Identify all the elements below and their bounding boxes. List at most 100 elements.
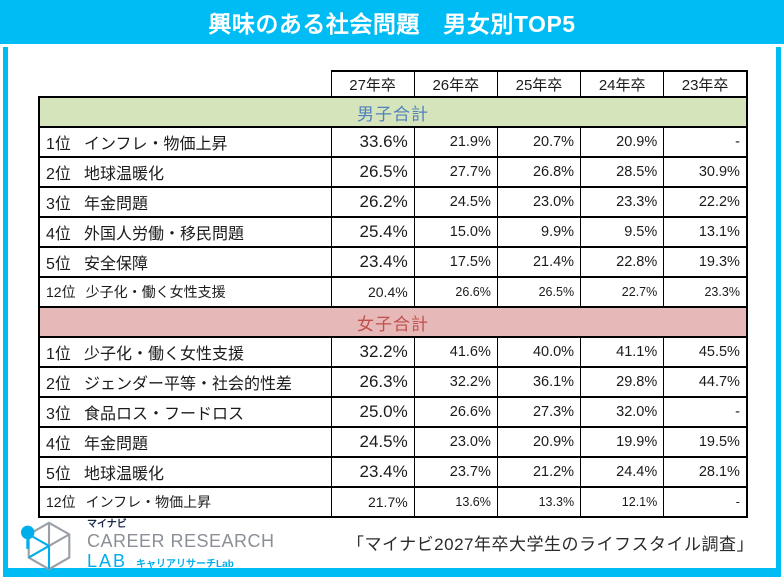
issue-label: 少子化・働く女性支援 [85,284,226,300]
rank-label: 12位 [46,284,76,300]
value-cell: 17.5% [413,246,498,278]
value-cell: 24.5% [330,426,415,458]
rank-label: 2位 [46,166,71,183]
value-cell: 25.0% [330,396,415,428]
table-row: 5位 安全保障 23.4% 17.5% 21.4% 22.8% 19.3% [38,246,748,278]
rank-label: 5位 [46,256,71,273]
value-cell: 44.7% [663,366,748,398]
logo-pin-icon [20,525,35,540]
value-cell: 41.1% [580,336,665,368]
issue-label: 安全保障 [84,256,149,273]
table-row: 2位 ジェンダー平等・社会的性差 26.3% 32.2% 36.1% 29.8% 44.7% [38,366,748,398]
issue-label-cell: 1位 少子化・働く女性支援 [38,336,332,368]
issue-label: 外国人労働・移民問題 [84,226,245,243]
issue-label: 少子化・働く女性支援 [84,346,245,363]
value-cell: 23.4% [330,246,415,278]
table-row: 1位 インフレ・物価上昇 33.6% 21.9% 20.7% 20.9% - [38,126,748,158]
issue-label: 地球温暖化 [84,166,165,183]
rank-label: 2位 [46,376,71,393]
value-cell: 25.4% [330,216,415,248]
value-cell: 15.0% [413,216,498,248]
empty-corner-cell [39,71,331,97]
value-cell: 23.0% [496,186,582,218]
value-cell: 23.3% [580,186,665,218]
value-cell: 13.3% [496,486,582,518]
value-cell: 19.3% [663,246,748,278]
title-bar: 興味のある社会問題 男女別TOP5 [0,0,784,44]
issue-label-cell: 12位 インフレ・物価上昇 [38,486,332,518]
issue-label-cell: 3位 食品ロス・フードロス [38,396,332,428]
rank-label: 12位 [46,494,76,510]
value-cell: 40.0% [496,336,582,368]
issue-label-cell: 5位 地球温暖化 [38,456,332,488]
value-cell: 26.5% [330,156,415,188]
value-cell: 20.4% [330,276,415,308]
bottom-border-strip [3,568,781,577]
value-cell: 13.1% [663,216,748,248]
year-header-row: 27年卒 26年卒 25年卒 24年卒 23年卒 [39,70,748,98]
right-border-strip [776,47,781,574]
value-cell: 27.7% [413,156,498,188]
issue-label: 年金問題 [84,196,149,213]
issue-label: 地球温暖化 [84,466,165,483]
value-cell: 20.7% [496,126,582,158]
logo-brand: マイナビ [87,518,127,530]
rank-label: 1位 [46,136,71,153]
value-cell: 41.6% [413,336,498,368]
issue-label-cell: 1位 インフレ・物価上昇 [38,126,332,158]
value-cell: 9.5% [580,216,665,248]
value-cell: 30.9% [663,156,748,188]
table-row: 3位 年金問題 26.2% 24.5% 23.0% 23.3% 22.2% [38,186,748,218]
year-column-header: 26年卒 [413,70,498,98]
value-cell: 20.9% [496,426,582,458]
issue-label: インフレ・物価上昇 [84,136,228,153]
rank-label: 4位 [46,436,71,453]
value-cell: 32.0% [580,396,665,428]
value-cell: 22.8% [580,246,665,278]
value-cell: - [663,486,748,518]
year-column-header: 27年卒 [330,70,415,98]
issue-label-cell: 4位 年金問題 [38,426,332,458]
rank-label: 3位 [46,406,71,423]
value-cell: 32.2% [330,336,415,368]
issue-label-cell: 12位 少子化・働く女性支援 [38,276,332,308]
value-cell: 19.5% [663,426,748,458]
male-total-header: 男子合計 [38,96,748,128]
logo-lab: LAB [87,551,128,572]
value-cell: 22.7% [580,276,665,308]
left-border-strip [3,47,8,574]
issue-label: ジェンダー平等・社会的性差 [84,376,293,393]
value-cell: 32.2% [413,366,498,398]
value-cell: 26.2% [330,186,415,218]
value-cell: 28.5% [580,156,665,188]
value-cell: 26.5% [496,276,582,308]
table-row: 5位 地球温暖化 23.4% 23.7% 21.2% 24.4% 28.1% [38,456,748,488]
value-cell: 19.9% [580,426,665,458]
logo-career-research: CAREER RESEARCH [87,530,275,551]
issue-label: 年金問題 [84,436,149,453]
value-cell: 28.1% [663,456,748,488]
logo-text: マイナビ CAREER RESEARCH LAB キャリアリサーチLab [87,519,275,572]
value-cell: 36.1% [496,366,582,398]
value-cell: 26.6% [413,396,498,428]
table-row: 3位 食品ロス・フードロス 25.0% 26.6% 27.3% 32.0% - [38,396,748,428]
value-cell: 21.2% [496,456,582,488]
issue-label-cell: 2位 ジェンダー平等・社会的性差 [38,366,332,398]
male-section-row: 男子合計 [38,96,748,128]
issue-label-cell: 4位 外国人労働・移民問題 [38,216,332,248]
issue-label: 食品ロス・フードロス [84,406,245,423]
table-row: 1位 少子化・働く女性支援 32.2% 41.6% 40.0% 41.1% 45.5% [38,336,748,368]
value-cell: - [663,396,748,428]
value-cell: 22.2% [663,186,748,218]
issue-label-cell: 3位 年金問題 [38,186,332,218]
rank-label: 5位 [46,466,71,483]
career-research-lab-logo: マイナビ CAREER RESEARCH LAB キャリアリサーチLab [20,516,275,574]
value-cell: 26.6% [413,276,498,308]
value-cell: 13.6% [413,486,498,518]
value-cell: 9.9% [496,216,582,248]
year-column-header: 24年卒 [580,70,665,98]
value-cell: 20.9% [580,126,665,158]
table-row: 12位 インフレ・物価上昇 21.7% 13.6% 13.3% 12.1% - [38,486,748,518]
table-row: 4位 外国人労働・移民問題 25.4% 15.0% 9.9% 9.5% 13.1% [38,216,748,248]
